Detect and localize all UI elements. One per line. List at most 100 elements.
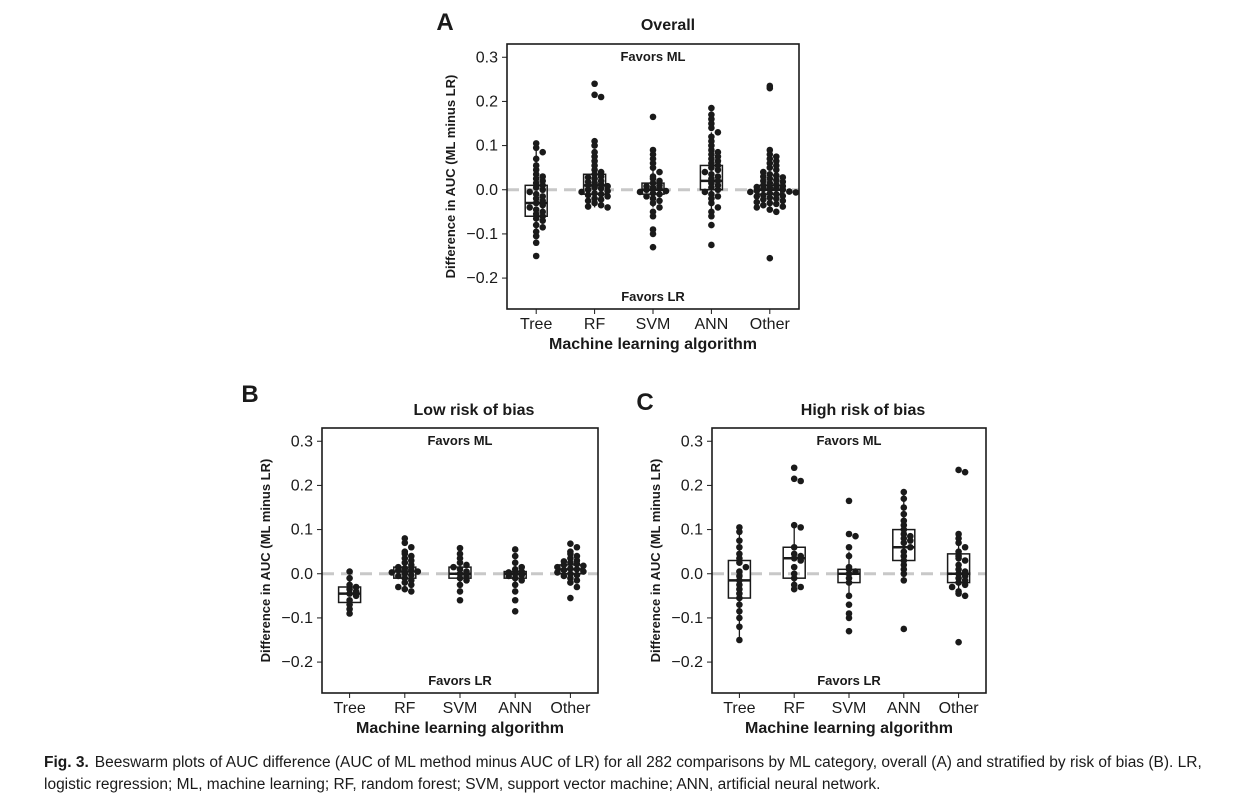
data-point (773, 195, 780, 202)
y-tick-label: 0.1 (681, 522, 703, 539)
y-tick-label: −0.2 (671, 654, 703, 671)
data-point (736, 543, 743, 551)
x-tick-label: Other (750, 316, 791, 333)
data-point (955, 466, 962, 474)
data-point (636, 188, 644, 196)
data-point (649, 199, 657, 207)
y-tick-label: 0.2 (291, 477, 313, 494)
data-point (900, 539, 908, 547)
data-point (649, 230, 657, 238)
data-point (532, 144, 540, 152)
data-point (401, 559, 409, 567)
data-point (961, 543, 969, 551)
data-point (736, 623, 743, 631)
data-point (766, 164, 774, 171)
y-tick-label: −0.1 (671, 610, 703, 627)
x-tick-label: RF (784, 700, 806, 717)
y-tick-label: 0.3 (681, 433, 703, 450)
data-point (388, 569, 396, 576)
data-point (539, 148, 546, 156)
y-tick-label: 0.0 (291, 566, 313, 583)
data-point (649, 189, 657, 197)
data-point (511, 546, 519, 553)
data-point (346, 610, 353, 617)
data-point (790, 521, 798, 529)
data-point (714, 193, 722, 200)
y-tick-label: 0.0 (681, 566, 703, 583)
data-point (955, 539, 962, 547)
x-tick-label: Other (550, 700, 591, 717)
data-point (604, 204, 611, 211)
data-point (597, 185, 605, 192)
panel-letter: C (636, 389, 653, 416)
panel-b: B Low risk of bias Tree RF SVM ANN Other −0.2 −0… (241, 381, 599, 737)
data-point (766, 184, 774, 191)
annotation-favors-ml: Favors ML (427, 433, 492, 448)
data-point (573, 566, 581, 573)
data-point (779, 197, 787, 205)
x-axis-title: Machine learning algorithm (356, 720, 564, 737)
data-point (346, 568, 353, 575)
data-point (779, 186, 787, 194)
y-axis-title: Difference in AUC (ML minus LR) (648, 459, 663, 663)
data-point (760, 201, 767, 209)
data-point (573, 571, 581, 579)
data-point (753, 204, 761, 211)
y-tick-label: −0.1 (281, 610, 313, 627)
data-point (649, 113, 657, 121)
annotation-favors-ml: Favors ML (816, 433, 881, 448)
data-point (797, 477, 804, 485)
data-point (797, 524, 804, 531)
x-tick-label: Tree (333, 700, 365, 717)
data-point (539, 186, 546, 194)
data-point (573, 583, 581, 591)
data-point (456, 588, 464, 595)
data-point (532, 232, 540, 240)
y-tick-label: 0.1 (291, 522, 313, 539)
data-point (845, 592, 853, 600)
x-tick-label: Tree (723, 700, 755, 717)
data-point (408, 571, 415, 579)
data-point (408, 543, 415, 551)
data-point (567, 565, 574, 572)
plot-frame (711, 427, 987, 694)
data-point (736, 636, 743, 644)
data-point (753, 193, 761, 200)
data-point (456, 581, 464, 589)
data-point (567, 594, 574, 602)
panel-letter: A (436, 9, 453, 36)
data-point (554, 569, 561, 576)
panel-a: A Overall Tree RF SVM ANN Other −0.2 −0.1 0.0 0.1 0… (436, 9, 800, 353)
data-point (532, 239, 540, 247)
data-point (511, 574, 519, 582)
data-point (604, 193, 611, 200)
data-point (532, 221, 540, 229)
data-point (567, 540, 574, 548)
data-point (736, 601, 743, 608)
data-point (408, 566, 415, 573)
data-point (714, 186, 722, 194)
data-point (714, 204, 722, 211)
data-point (395, 583, 402, 591)
data-point (554, 563, 561, 571)
data-point (532, 184, 540, 191)
data-point (401, 565, 409, 572)
panel-c: C High risk of bias Tree RF SVM ANN Other −0.2 −… (636, 389, 987, 737)
data-point (900, 488, 908, 496)
data-point (708, 212, 715, 220)
annotation-favors-lr: Favors LR (817, 673, 881, 688)
data-point (760, 185, 767, 193)
data-point (408, 581, 415, 589)
data-point (456, 596, 464, 604)
data-point (900, 625, 908, 633)
data-point (742, 563, 750, 571)
data-point (450, 563, 457, 571)
data-point (753, 187, 761, 194)
data-point (604, 187, 611, 195)
data-point (961, 557, 969, 564)
data-point (414, 568, 422, 575)
data-point (532, 215, 540, 222)
data-point (597, 93, 605, 101)
data-point (790, 464, 798, 472)
